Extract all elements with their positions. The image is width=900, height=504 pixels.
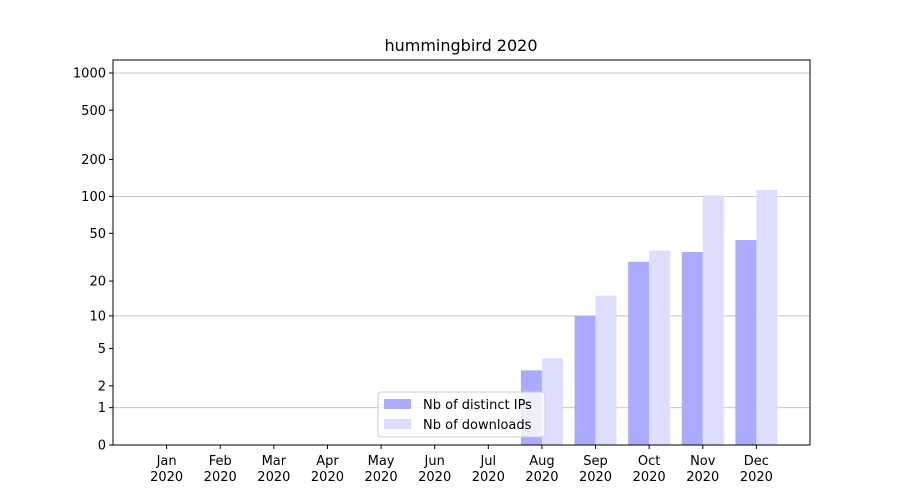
y-tick-label: 0: [98, 439, 106, 454]
legend-label: Nb of downloads: [423, 418, 532, 433]
bar: [681, 252, 703, 445]
legend-swatch: [384, 399, 411, 409]
chart-title: hummingbird 2020: [384, 36, 537, 55]
y-tick-label: 200: [81, 153, 106, 168]
x-tick-label: Jan 2020: [150, 454, 183, 485]
bar: [574, 315, 596, 445]
legend-label: Nb of distinct IPs: [423, 398, 532, 413]
x-tick-label: Mar 2020: [257, 454, 290, 485]
legend-swatch: [384, 419, 411, 429]
x-tick-label: Oct 2020: [633, 454, 666, 485]
y-tick-label: 1: [98, 401, 106, 416]
y-tick-label: 50: [89, 227, 106, 242]
plot-frame: [112, 59, 811, 446]
bar: [628, 261, 650, 445]
y-tick-label: 500: [81, 104, 106, 119]
bar: [756, 189, 778, 445]
y-tick-label: 100: [81, 190, 106, 205]
y-tick-label: 5: [98, 342, 106, 357]
bar: [649, 250, 671, 445]
legend-box: [377, 391, 546, 438]
x-tick-label: Dec 2020: [740, 454, 773, 485]
bar: [595, 295, 617, 445]
bar: [702, 195, 724, 445]
y-tick-label: 10: [89, 309, 106, 324]
bar: [735, 240, 757, 445]
x-tick-label: Feb 2020: [204, 454, 237, 485]
x-tick-label: Sep 2020: [579, 454, 612, 485]
x-tick-label: Nov 2020: [686, 454, 719, 485]
x-tick-label: Aug 2020: [525, 454, 558, 485]
y-tick-label: 2: [98, 379, 106, 394]
y-tick-label: 1000: [73, 66, 106, 81]
y-tick-label: 20: [89, 275, 106, 290]
bar: [541, 358, 563, 445]
x-tick-label: Jul 2020: [472, 454, 505, 485]
x-tick-label: Apr 2020: [311, 454, 344, 485]
x-tick-label: May 2020: [365, 454, 398, 485]
x-tick-label: Jun 2020: [418, 454, 451, 485]
